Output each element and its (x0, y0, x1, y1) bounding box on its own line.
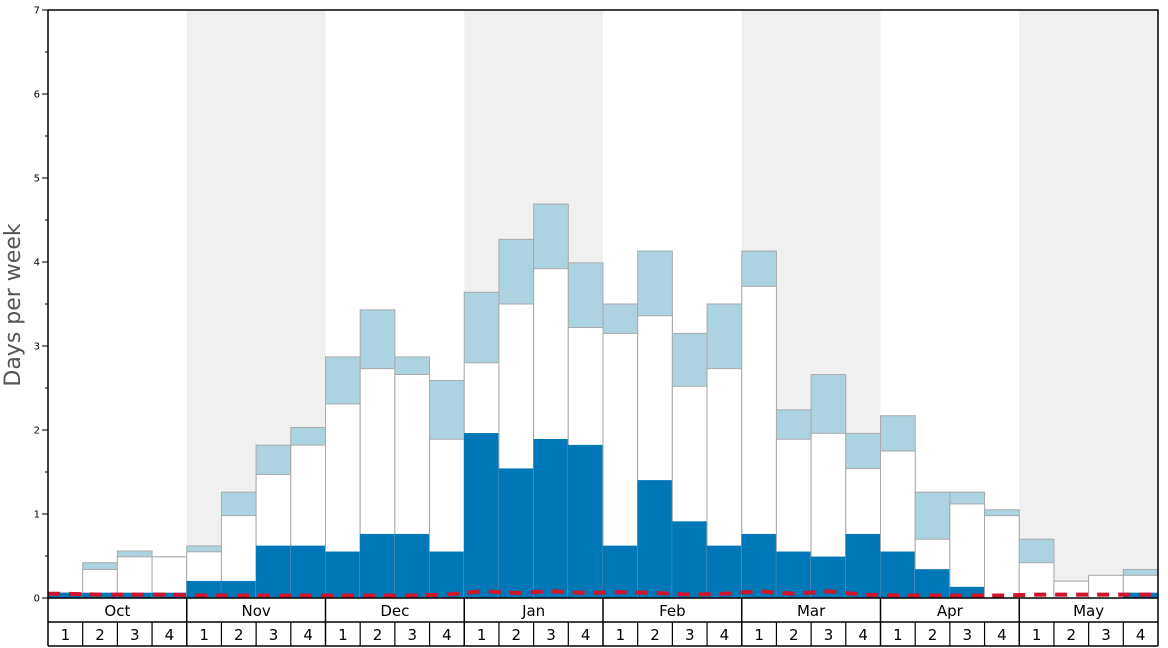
week-label-apr-4: 4 (997, 626, 1007, 644)
y-tick-label-0: 0 (34, 594, 40, 605)
bar-dark-9 (325, 551, 361, 599)
month-label-dec: Dec (380, 602, 409, 620)
week-label-feb-4: 4 (720, 626, 730, 644)
bar-dark-8 (290, 545, 326, 599)
bar-dark-12 (429, 551, 465, 599)
week-label-oct-4: 4 (165, 626, 175, 644)
week-label-may-4: 4 (1136, 626, 1146, 644)
month-label-may: May (1073, 602, 1104, 620)
month-label-nov: Nov (241, 602, 270, 620)
month-label-feb: Feb (659, 602, 686, 620)
dashed-line-layer (48, 589, 1158, 598)
week-label-jan-2: 2 (512, 626, 522, 644)
week-label-mar-4: 4 (858, 626, 868, 644)
week-label-feb-3: 3 (685, 626, 695, 644)
week-label-mar-3: 3 (824, 626, 834, 644)
week-label-oct-1: 1 (61, 626, 71, 644)
month-label-mar: Mar (797, 602, 826, 620)
bar-dark-20 (706, 545, 742, 599)
bar-mid-28 (984, 515, 1020, 599)
bars-layer (47, 203, 1159, 599)
bar-dark-16 (568, 444, 604, 599)
y-tick-label-4: 4 (34, 258, 40, 269)
bar-dark-17 (602, 545, 638, 599)
month-label-apr: Apr (937, 602, 964, 620)
week-label-may-2: 2 (1067, 626, 1077, 644)
week-label-dec-3: 3 (407, 626, 417, 644)
x-axis: Oct 1 2 3 4 Nov 1 2 3 4 Dec 1 2 3 4 Jan 1 2 3 4 Feb 1 2 3 4 Mar 1 2… (47, 598, 1159, 647)
bar-mid-29 (1018, 562, 1055, 599)
week-label-apr-1: 1 (893, 626, 903, 644)
y-tick-label-2: 2 (34, 426, 40, 437)
bar-mid-4 (151, 556, 188, 599)
bar-dark-24 (845, 533, 881, 599)
bar-dark-7 (255, 545, 292, 599)
bar-dark-19 (672, 521, 708, 599)
week-label-dec-2: 2 (373, 626, 383, 644)
bar-dark-13 (464, 433, 500, 599)
bar-dark-14 (498, 468, 534, 599)
bar-dark-15 (533, 438, 569, 599)
week-label-jan-3: 3 (546, 626, 556, 644)
week-label-mar-2: 2 (789, 626, 799, 644)
week-label-nov-4: 4 (303, 626, 313, 644)
y-tick-label-3: 3 (34, 342, 40, 353)
bar-mid-27 (949, 503, 986, 599)
y-axis: 0 1 2 3 4 5 6 7 (34, 6, 48, 605)
y-tick-label-5: 5 (34, 174, 40, 185)
week-label-apr-2: 2 (928, 626, 938, 644)
week-label-may-3: 3 (1101, 626, 1111, 644)
week-label-nov-2: 2 (234, 626, 244, 644)
bar-dark-11 (394, 533, 430, 599)
bar-dark-25 (880, 551, 916, 599)
week-label-oct-3: 3 (130, 626, 140, 644)
week-label-oct-2: 2 (95, 626, 105, 644)
week-label-dec-4: 4 (442, 626, 452, 644)
bar-dark-22 (776, 551, 812, 599)
bar-dark-21 (741, 533, 777, 599)
week-label-jan-4: 4 (581, 626, 591, 644)
month-band-oct (48, 10, 187, 598)
week-label-feb-1: 1 (616, 626, 626, 644)
week-label-nov-1: 1 (199, 626, 209, 644)
y-tick-label-7: 7 (34, 6, 40, 17)
y-tick-label-6: 6 (34, 90, 40, 101)
week-label-feb-2: 2 (650, 626, 660, 644)
month-label-jan: Jan (521, 602, 545, 620)
series-line (48, 589, 1158, 598)
bar-dark-10 (359, 533, 396, 599)
week-label-dec-1: 1 (338, 626, 348, 644)
week-label-jan-1: 1 (477, 626, 487, 644)
week-label-nov-3: 3 (269, 626, 279, 644)
month-band-may (1019, 10, 1158, 598)
month-label-oct: Oct (104, 602, 130, 620)
week-label-may-1: 1 (1032, 626, 1042, 644)
bar-mid-3 (116, 556, 153, 599)
y-axis-title: Days per week (1, 223, 26, 386)
week-label-mar-1: 1 (754, 626, 764, 644)
y-tick-label-1: 1 (34, 510, 40, 521)
bar-dark-18 (637, 480, 673, 599)
week-label-apr-3: 3 (962, 626, 972, 644)
